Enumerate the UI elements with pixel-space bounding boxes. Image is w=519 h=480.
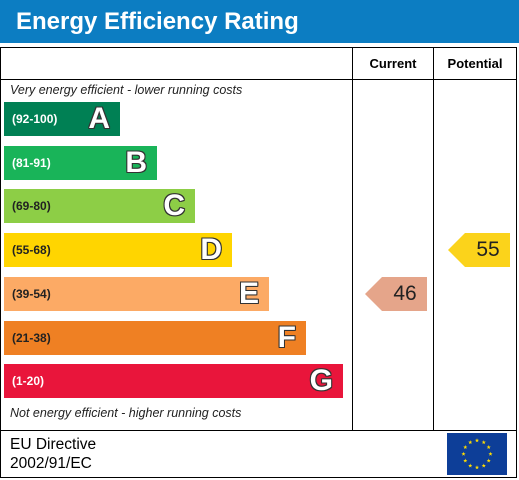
band-range-label: (21-38) xyxy=(12,330,51,345)
eu-star xyxy=(486,458,491,463)
header-divider xyxy=(0,79,517,80)
band-g: (1-20) G xyxy=(4,364,343,399)
eu-flag-icon xyxy=(447,433,507,475)
current-column-header: Current xyxy=(369,56,417,71)
chart-title: Energy Efficiency Rating xyxy=(0,0,519,43)
directive-line-2: 2002/91/EC xyxy=(10,455,92,472)
current-column-divider xyxy=(352,47,353,431)
band-range-label: (81-91) xyxy=(12,155,51,170)
band-range-label: (69-80) xyxy=(12,199,51,214)
band-letter: G xyxy=(309,364,333,398)
band-letter: A xyxy=(88,102,110,135)
eu-star xyxy=(481,440,486,445)
eu-star xyxy=(488,451,493,456)
potential-column-divider xyxy=(433,47,434,431)
potential-rating-value: 55 xyxy=(476,238,500,262)
current-rating-value: 46 xyxy=(393,281,417,305)
rating-grid xyxy=(0,47,517,478)
band-range-label: (1-20) xyxy=(12,374,45,389)
band-range-label: (92-100) xyxy=(12,112,58,126)
eu-star xyxy=(474,465,480,470)
eu-star xyxy=(461,451,466,456)
current-rating-marker: 46 xyxy=(365,276,427,311)
band-c: (69-80) C xyxy=(4,189,195,224)
band-letter: F xyxy=(277,320,296,354)
band-letter: E xyxy=(238,276,259,310)
potential-rating-marker: 55 xyxy=(448,233,510,268)
eu-star xyxy=(468,463,473,468)
bottom-note: Not energy efficient - higher running co… xyxy=(10,406,242,420)
eu-star xyxy=(474,438,480,443)
eu-star xyxy=(463,458,468,463)
band-f: (21-38) F xyxy=(4,320,306,355)
current-arrow-shape xyxy=(365,276,427,311)
band-letter: B xyxy=(125,145,147,179)
potential-arrow-shape xyxy=(448,233,510,268)
eu-star xyxy=(468,440,473,445)
directive-line-1: EU Directive xyxy=(10,436,97,453)
eu-star xyxy=(486,445,491,450)
top-note: Very energy efficient - lower running co… xyxy=(10,83,243,97)
band-letter: C xyxy=(163,189,185,223)
eu-star xyxy=(481,463,486,468)
band-letter: D xyxy=(200,233,222,267)
band-a: (92-100) A xyxy=(4,102,120,136)
potential-column-header: Potential xyxy=(447,56,503,71)
footer-divider xyxy=(0,430,517,431)
band-range-label: (55-68) xyxy=(12,243,51,258)
eu-star xyxy=(463,445,468,450)
band-e: (39-54) E xyxy=(4,276,269,311)
band-b: (81-91) B xyxy=(4,145,157,180)
band-range-label: (39-54) xyxy=(12,286,51,301)
band-d: (55-68) D xyxy=(4,233,232,268)
eu-directive: EU Directive 2002/91/EC xyxy=(10,435,96,473)
